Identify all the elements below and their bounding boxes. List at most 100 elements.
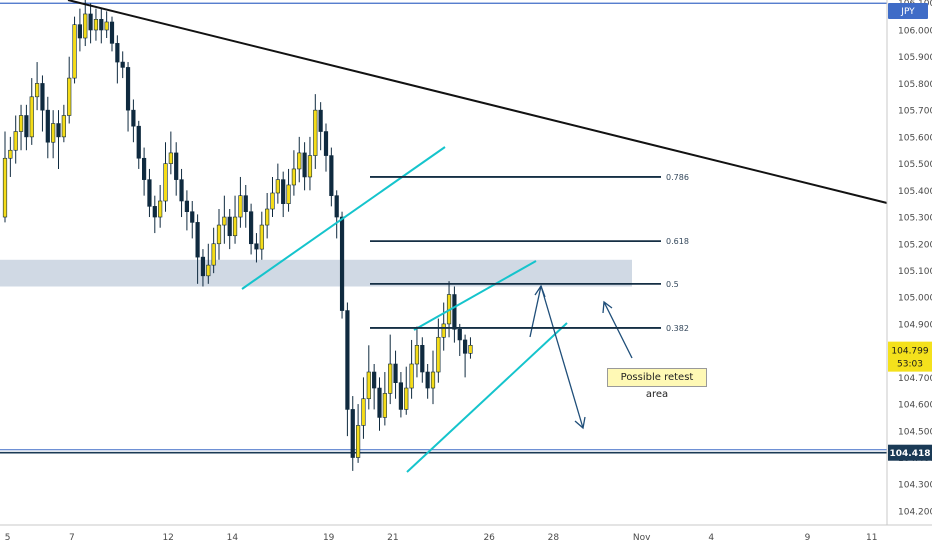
candle-body — [313, 109, 318, 156]
candle-body — [339, 216, 345, 311]
candle-body — [404, 387, 409, 410]
candle-body — [249, 211, 254, 245]
candle-body — [318, 109, 323, 132]
candle-body — [238, 195, 243, 218]
candle-body — [259, 224, 264, 250]
candle-body — [350, 409, 355, 458]
time-tick-label: Nov — [633, 533, 651, 543]
candle-body — [131, 109, 136, 127]
candle-body — [72, 24, 77, 79]
current-price-label: 104.799 — [891, 347, 928, 357]
candle-body — [34, 83, 40, 98]
candle-body — [291, 168, 297, 186]
price-tick-label: 105.300 — [898, 214, 932, 224]
candle-body — [216, 224, 222, 245]
price-tick-label: 104.200 — [898, 507, 932, 517]
candle-body — [243, 195, 248, 212]
candle-body — [67, 77, 72, 116]
price-tick-label: 105.900 — [898, 53, 932, 63]
candle-body — [24, 115, 29, 138]
candle-body — [382, 393, 387, 418]
price-tick-label: 105.500 — [898, 160, 932, 170]
countdown-label: 53:03 — [897, 360, 923, 370]
candle-body — [355, 425, 361, 458]
candle-body — [393, 363, 398, 384]
time-tick-label: 14 — [227, 533, 239, 543]
channel-line-left[interactable] — [241, 146, 446, 290]
time-tick-label: 5 — [5, 533, 11, 543]
price-tick-label: 105.200 — [898, 240, 932, 250]
candle-body — [452, 294, 457, 330]
pointer-arrow[interactable] — [603, 301, 633, 359]
support-price-label: 104.418 — [890, 449, 931, 459]
candle-body — [281, 179, 286, 204]
price-tick-label: 105.600 — [898, 133, 932, 143]
candle-body — [104, 21, 109, 31]
symbol-badge[interactable] — [888, 3, 928, 19]
resistance-zone[interactable] — [0, 259, 632, 287]
time-tick-label: 7 — [69, 533, 75, 543]
candle-body — [275, 179, 280, 194]
candle-body — [430, 371, 436, 389]
price-tick-label: 104.600 — [898, 401, 932, 411]
candle-body — [398, 382, 404, 410]
candle-body — [222, 216, 227, 226]
time-tick-label: 11 — [866, 533, 877, 543]
candle-body — [147, 179, 152, 207]
candle-body — [211, 243, 216, 266]
candle-body — [388, 363, 393, 394]
price-tick-label: 105.700 — [898, 107, 932, 117]
price-tick-label: 104.500 — [898, 427, 932, 437]
time-tick-label: 4 — [708, 533, 714, 543]
candle-body — [142, 157, 147, 180]
support-price-box[interactable] — [888, 444, 932, 461]
retest-arrow-down[interactable] — [540, 285, 584, 429]
price-tick-label: 105.000 — [898, 294, 932, 304]
candle-body — [206, 264, 211, 277]
candle-body — [200, 256, 206, 277]
channel-upper-line[interactable] — [413, 260, 537, 331]
time-tick-label: 28 — [548, 533, 560, 543]
candle-body — [56, 123, 61, 138]
price-tick-label: 104.300 — [898, 481, 932, 491]
candle-body — [361, 398, 366, 426]
current-price-box[interactable] — [888, 341, 932, 372]
candle-body — [420, 344, 425, 373]
fib-level-label: 0.786 — [666, 173, 689, 182]
descending-trendline[interactable] — [67, 0, 888, 204]
candle-body — [297, 152, 302, 170]
price-tick-label: 106.000 — [898, 27, 932, 37]
time-tick-label: 12 — [162, 533, 173, 543]
time-axis-bg — [0, 525, 932, 550]
symbol-badge-text: JPY — [900, 7, 915, 17]
candle-body — [93, 19, 99, 31]
candle-body — [83, 13, 88, 39]
candle-body — [45, 109, 50, 143]
candle-body — [125, 67, 131, 111]
price-axis-bg — [887, 0, 932, 525]
candle-body — [115, 43, 120, 63]
fib-level-label: 0.382 — [666, 324, 689, 333]
candle-body — [195, 222, 200, 258]
possible-retest-annotation[interactable]: Possible retest area — [607, 368, 707, 400]
candle-body — [286, 184, 291, 204]
candle-body — [109, 21, 115, 44]
channel-lower-line[interactable] — [406, 322, 568, 473]
pointer-arrow-head — [602, 300, 613, 314]
candle-body — [77, 24, 82, 39]
candle-body — [270, 192, 275, 210]
time-tick-label: 26 — [483, 533, 495, 543]
candle-body — [409, 363, 414, 389]
price-tick-label: 105.400 — [898, 187, 932, 197]
candle-body — [302, 152, 307, 178]
candle-body — [40, 83, 45, 111]
candle-body — [29, 96, 34, 138]
candle-body — [366, 371, 371, 400]
time-tick-label: 19 — [323, 533, 335, 543]
candle-body — [174, 152, 179, 180]
candle-body — [99, 19, 104, 31]
candle-body — [158, 200, 163, 218]
price-tick-label: 104.700 — [898, 374, 932, 384]
